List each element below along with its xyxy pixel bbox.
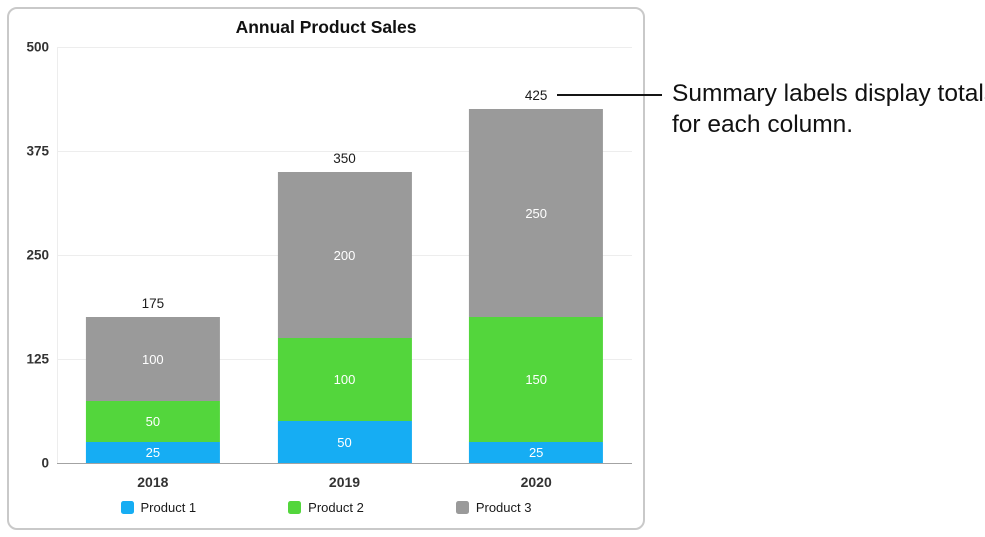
- legend-swatch: [455, 501, 469, 514]
- category-slot: 25 150 250 425 2020: [440, 47, 632, 490]
- segment-value-label: 25: [145, 445, 161, 461]
- y-tick-label: 250: [26, 247, 49, 263]
- bar-segment: 250: [469, 109, 604, 318]
- bar-segment: 200: [277, 171, 412, 339]
- x-axis-line: [57, 463, 632, 464]
- legend-label: Product 1: [140, 500, 197, 515]
- segment-value-label: 250: [525, 205, 548, 221]
- bar-segment: 25: [85, 442, 220, 463]
- bar-segment: 50: [85, 400, 220, 443]
- segment-value-label: 200: [333, 247, 356, 263]
- gridline: [57, 47, 632, 48]
- plot-area: 0 125 250 375 500 25 50 100 175 2018 50 100 200 350 20…: [26, 40, 632, 490]
- bar-segment: 25: [469, 442, 604, 463]
- chart-legend: Product 1 Product 2 Product 3: [9, 500, 643, 515]
- chart-title: Annual Product Sales: [235, 17, 417, 37]
- segment-value-label: 25: [528, 445, 544, 461]
- legend-item: Product 2: [288, 500, 364, 515]
- legend-label: Product 2: [308, 500, 364, 515]
- gridline: [57, 151, 632, 152]
- segment-value-label: 50: [337, 434, 352, 450]
- bar-segment: 100: [85, 317, 220, 401]
- legend-item: Product 1: [120, 500, 197, 515]
- segment-value-label: 150: [525, 372, 548, 388]
- segment-value-label: 100: [141, 351, 164, 367]
- column-total-label: 175: [141, 296, 165, 312]
- stacked-bar: 25 150 250: [469, 109, 604, 463]
- x-axis-label: 2019: [328, 474, 361, 490]
- bar-segment: 150: [469, 317, 604, 443]
- stacked-bar: 25 50 100: [85, 317, 220, 463]
- column-total-label: 350: [333, 150, 356, 166]
- stacked-bar: 50 100 200: [277, 171, 412, 463]
- legend-swatch: [288, 501, 302, 514]
- bar-slots: 25 50 100 175 2018 50 100 200 350 2019 25 150 250 425…: [57, 47, 632, 490]
- segment-value-label: 50: [145, 413, 161, 429]
- y-tick-label: 0: [41, 455, 49, 471]
- legend-swatch: [120, 501, 134, 514]
- callout-line: [557, 94, 662, 96]
- chart-panel: Annual Product Sales 0 125 250 375 500 25 50 10…: [7, 7, 645, 530]
- y-tick-label: 500: [26, 39, 49, 55]
- legend-label: Product 3: [475, 500, 532, 515]
- annotation-text: Summary labels display totals for each c…: [672, 80, 985, 138]
- x-axis-label: 2018: [137, 474, 169, 490]
- y-tick-label: 125: [26, 351, 49, 367]
- legend-item: Product 3: [455, 500, 532, 515]
- bar-segment: 100: [277, 338, 412, 422]
- bar-segment: 50: [277, 421, 412, 463]
- category-slot: 50 100 200 350 2019: [249, 47, 441, 490]
- x-axis-label: 2020: [520, 474, 552, 490]
- column-total-label: 425: [524, 88, 548, 104]
- y-tick-label: 375: [26, 143, 49, 159]
- segment-value-label: 100: [333, 372, 356, 388]
- category-slot: 25 50 100 175 2018: [57, 47, 249, 490]
